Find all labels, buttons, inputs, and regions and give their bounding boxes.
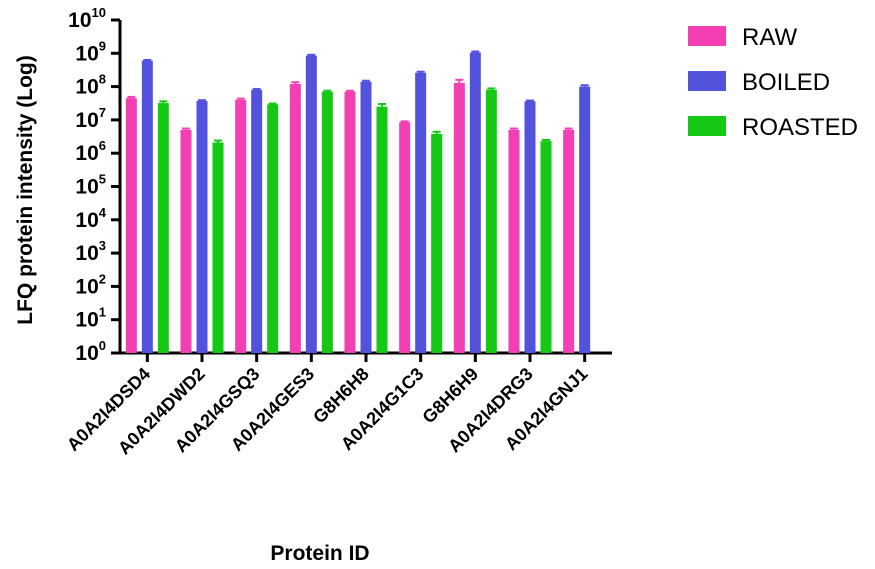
bar-boiled-a0a2i4gnj1: [579, 86, 591, 353]
bar-roasted-a0a2i4drg3: [540, 141, 552, 353]
y-axis-label: LFQ protein intensity (Log): [14, 55, 37, 324]
y-ticks: 100 101 102 103 104 105 106 107 108 109 1010: [68, 5, 120, 365]
bar-boiled-a0a2i4drg3: [524, 101, 536, 354]
y-tick-label: 104: [75, 205, 106, 232]
bar-boiled-g8h6h9: [469, 52, 481, 354]
x-ticks: A0A2I4DSD4A0A2I4DWD2A0A2I4GSQ3A0A2I4GES3…: [63, 353, 591, 458]
legend-swatch-roasted: [688, 116, 726, 136]
y-tick-label: 1010: [68, 5, 106, 32]
bar-boiled-a0a2i4g1c3: [415, 72, 427, 354]
legend: RAW BOILED ROASTED: [688, 24, 858, 141]
bar-raw-a0a2i4ges3: [289, 83, 301, 354]
bar-boiled-a0a2i4dsd4: [141, 60, 153, 354]
legend-label-roasted: ROASTED: [742, 114, 858, 141]
y-tick-label: 100: [75, 338, 106, 365]
bar-boiled-g8h6h8: [360, 81, 372, 353]
bar-raw-a0a2i4drg3: [508, 129, 520, 353]
y-tick-label: 109: [75, 38, 106, 65]
x-axis-label: Protein ID: [270, 542, 369, 564]
legend-swatch-boiled: [688, 71, 726, 91]
y-tick-label: 108: [75, 72, 106, 99]
bars: [125, 52, 591, 354]
bar-roasted-a0a2i4dwd2: [212, 142, 224, 353]
bar-roasted-a0a2i4gsq3: [267, 104, 279, 354]
bar-roasted-g8h6h9: [485, 89, 497, 354]
bar-raw-a0a2i4g1c3: [399, 122, 411, 353]
bar-roasted-g8h6h8: [376, 106, 388, 354]
y-tick-label: 106: [75, 138, 106, 165]
bar-boiled-a0a2i4gsq3: [251, 89, 263, 354]
y-tick-label: 102: [75, 271, 106, 298]
bar-raw-a0a2i4gsq3: [235, 99, 247, 353]
bar-roasted-a0a2i4g1c3: [431, 133, 443, 353]
y-tick-label: 107: [75, 105, 106, 132]
bar-raw-a0a2i4dsd4: [125, 98, 137, 353]
y-tick-label: 103: [75, 238, 106, 265]
legend-label-raw: RAW: [742, 24, 797, 51]
bar-roasted-a0a2i4dsd4: [157, 103, 169, 353]
y-tick-label: 101: [75, 305, 106, 332]
legend-label-boiled: BOILED: [742, 69, 830, 96]
error-bars: [127, 50, 589, 143]
bar-raw-g8h6h9: [453, 82, 465, 353]
legend-swatch-raw: [688, 26, 726, 46]
bar-boiled-a0a2i4ges3: [305, 55, 317, 353]
bar-raw-g8h6h8: [344, 91, 356, 353]
bar-roasted-a0a2i4ges3: [321, 91, 333, 353]
bar-boiled-a0a2i4dwd2: [196, 100, 208, 353]
y-tick-label: 105: [75, 172, 106, 199]
bar-raw-a0a2i4gnj1: [563, 129, 575, 353]
bar-raw-a0a2i4dwd2: [180, 129, 192, 353]
